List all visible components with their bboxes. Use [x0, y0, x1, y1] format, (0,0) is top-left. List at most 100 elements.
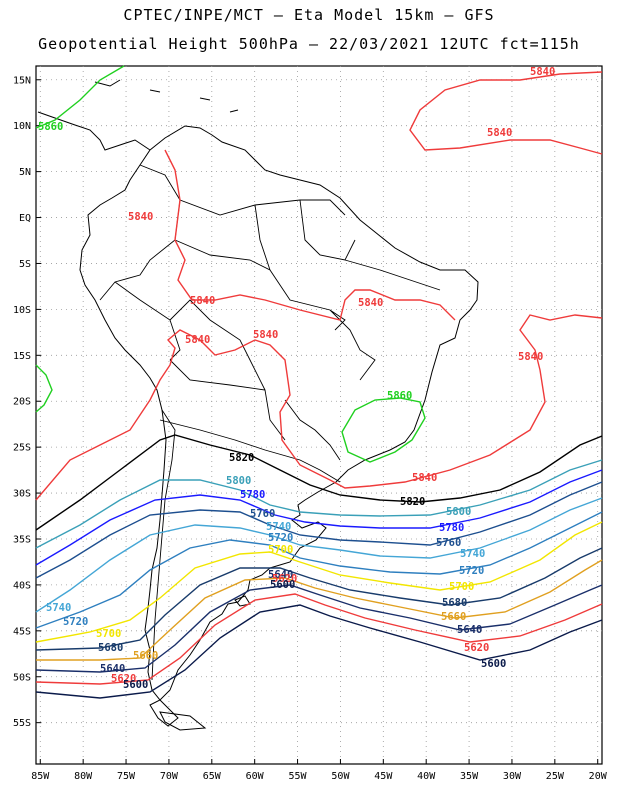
lat-tick-label: 10N: [13, 121, 31, 132]
contour-label-5640: 5640: [100, 663, 125, 675]
longitude-axis: 85W 80W 75W 70W 65W 60W 55W 50W 45W 40W 35W 30W 25W 2…: [31, 759, 608, 782]
lat-tick-label: 15N: [13, 75, 31, 86]
central-america-coastline: [37, 111, 151, 151]
lon-tick-label: 45W: [374, 771, 393, 782]
lat-tick-label: 45S: [13, 626, 31, 637]
contour-label-5820: 5820: [400, 496, 425, 508]
lon-tick-label: 80W: [74, 771, 93, 782]
contour-5860: [341, 397, 426, 463]
contour-label-5820: 5820: [229, 452, 254, 464]
lat-tick-label: 30S: [13, 489, 31, 500]
contour-label-5700: 5700: [449, 581, 474, 593]
lat-tick-label: 20S: [13, 397, 31, 408]
lon-tick-label: 60W: [246, 771, 265, 782]
lon-tick-label: 50W: [331, 771, 350, 782]
lat-tick-label: 35S: [13, 534, 31, 545]
lon-tick-label: 25W: [546, 771, 565, 782]
caribbean-islands: [94, 79, 239, 113]
contour-label-5840: 5840: [412, 472, 437, 484]
lon-tick-label: 65W: [203, 771, 222, 782]
contour-label-5760: 5760: [250, 508, 275, 520]
contour-5680: [35, 547, 603, 651]
lat-tick-label: 10S: [13, 305, 31, 316]
south-america-coastline: [79, 125, 479, 727]
tierra-del-fuego: [159, 711, 207, 731]
contour-label-5840: 5840: [518, 351, 543, 363]
contour-5660: [36, 559, 603, 661]
contour-5860-north: [35, 65, 125, 129]
lat-tick-label: 55S: [13, 718, 31, 729]
lat-tick-label: 25S: [13, 443, 31, 454]
map-title-line-1: CPTEC/INPE/MCT – Eta Model 15km – GFS: [123, 6, 495, 24]
contour-label-5660: 5660: [133, 650, 158, 662]
contour-label-5600: 5600: [123, 679, 148, 691]
map-title-line-2: Geopotential Height 500hPa – 22/03/2021 …: [38, 35, 580, 53]
contour-label-5840: 5840: [253, 329, 278, 341]
lon-tick-label: 55W: [289, 771, 308, 782]
contour-label-5840: 5840: [530, 66, 555, 78]
contour-label-5860: 5860: [38, 121, 63, 133]
contour-5720: [35, 511, 603, 629]
contour-5740: [35, 497, 603, 613]
contour-label-5620: 5620: [464, 642, 489, 654]
contour-label-5600: 5600: [270, 579, 295, 591]
contour-label-5840: 5840: [185, 334, 210, 346]
contour-5600: [35, 604, 603, 699]
contour-label-5800: 5800: [226, 475, 251, 487]
lon-tick-label: 30W: [503, 771, 522, 782]
contour-label-5740: 5740: [266, 521, 291, 533]
lat-tick-label: 50S: [13, 672, 31, 683]
contour-5700: [35, 521, 603, 643]
contour-5860-west: [35, 364, 53, 413]
contour-5840: [35, 314, 603, 501]
contour-5620: [35, 593, 603, 685]
contour-5840-atlantic: [409, 71, 603, 155]
contour-label-5800: 5800: [446, 506, 471, 518]
contour-label-5720: 5720: [459, 565, 484, 577]
lat-tick-label: 5N: [19, 167, 31, 178]
coastlines: [37, 79, 479, 731]
lat-tick-label: 5S: [19, 259, 31, 270]
lon-tick-label: 85W: [31, 771, 50, 782]
latitude-axis: 15N 10N 5N EQ 5S 10S 15S 20S 25S 30S 35S 40S 45S 50S 5…: [13, 75, 41, 729]
lon-tick-label: 70W: [160, 771, 179, 782]
contour-5800: [35, 459, 603, 549]
lon-tick-label: 40W: [417, 771, 436, 782]
contour-label-5720: 5720: [63, 616, 88, 628]
contour-lines: [35, 65, 603, 699]
contour-label-5640: 5640: [268, 569, 293, 581]
contour-label-5780: 5780: [240, 489, 265, 501]
contour-label-5620: 5620: [272, 573, 297, 585]
contour-label-5680: 5680: [442, 597, 467, 609]
contour-label-5700: 5700: [96, 628, 121, 640]
contour-label-5700: 5700: [268, 544, 293, 556]
contour-labels: 5840 5840 5840 5840 5840 5840 5840 5840 …: [38, 66, 555, 691]
contour-5780: [35, 469, 603, 566]
contour-label-5860: 5860: [387, 390, 412, 402]
contour-label-5640: 5640: [457, 624, 482, 636]
map-frame: [35, 65, 603, 765]
contour-label-5600: 5600: [481, 658, 506, 670]
contour-label-5680: 5680: [98, 642, 123, 654]
contour-label-5840: 5840: [190, 295, 215, 307]
lon-tick-label: 35W: [460, 771, 479, 782]
lat-tick-label: 15S: [13, 351, 31, 362]
contour-label-5840: 5840: [128, 211, 153, 223]
contour-label-5760: 5760: [436, 537, 461, 549]
contour-5760: [35, 481, 603, 579]
lat-tick-label: EQ: [19, 213, 31, 224]
lon-tick-label: 75W: [117, 771, 136, 782]
contour-label-5740: 5740: [46, 602, 71, 614]
lon-tick-label: 20W: [589, 771, 608, 782]
contour-5840-north: [164, 149, 456, 321]
contour-label-5840: 5840: [487, 127, 512, 139]
falklands-islands: [234, 595, 251, 607]
contour-label-5660: 5660: [441, 611, 466, 623]
contour-5820: [35, 434, 603, 531]
contour-label-5620: 5620: [111, 673, 136, 685]
country-borders: [99, 164, 441, 681]
contour-label-5740: 5740: [460, 548, 485, 560]
contour-label-5840: 5840: [358, 297, 383, 309]
contour-label-5720: 5720: [268, 532, 293, 544]
